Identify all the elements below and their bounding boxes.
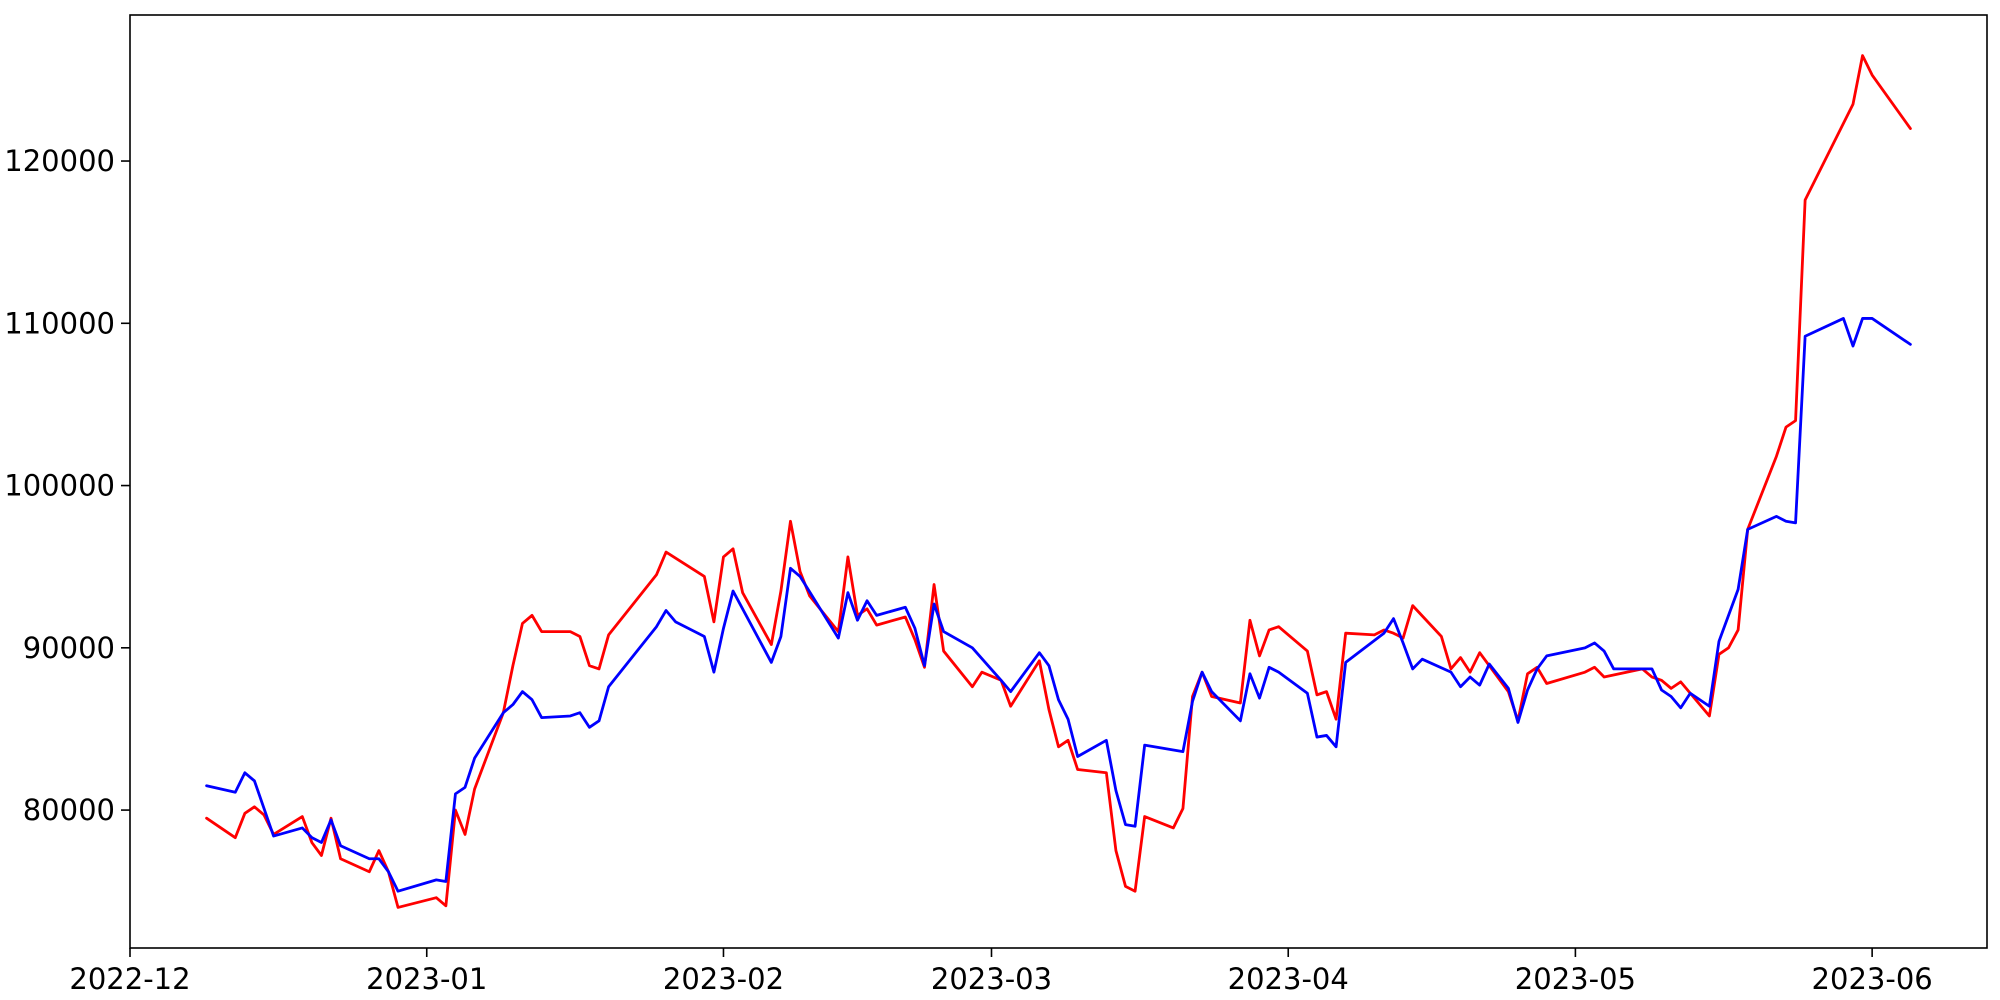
x-tick-label: 2023-06 (1812, 962, 1933, 996)
x-tick-label: 2023-04 (1228, 962, 1349, 996)
y-tick-label: 120000 (4, 144, 115, 178)
x-axis: 2022-12 2023-01 2023-02 2023-03 2023-04 2023-… (69, 948, 1933, 996)
x-tick-label: 2022-12 (69, 962, 190, 996)
x-tick-label: 2023-03 (931, 962, 1052, 996)
series-line-2 (205, 317, 1912, 893)
y-axis: 80000 90000 100000 110000 120000 (4, 144, 130, 827)
x-tick-label: 2023-01 (366, 962, 487, 996)
series-layer (205, 54, 1912, 909)
y-tick-label: 80000 (23, 793, 115, 827)
series-line-1 (205, 54, 1912, 909)
y-tick-label: 90000 (23, 631, 115, 665)
plot-frame (129, 14, 1988, 949)
y-tick-label: 110000 (4, 306, 115, 340)
x-tick-label: 2023-02 (663, 962, 784, 996)
x-tick-label: 2023-05 (1515, 962, 1636, 996)
y-tick-label: 100000 (4, 469, 115, 503)
